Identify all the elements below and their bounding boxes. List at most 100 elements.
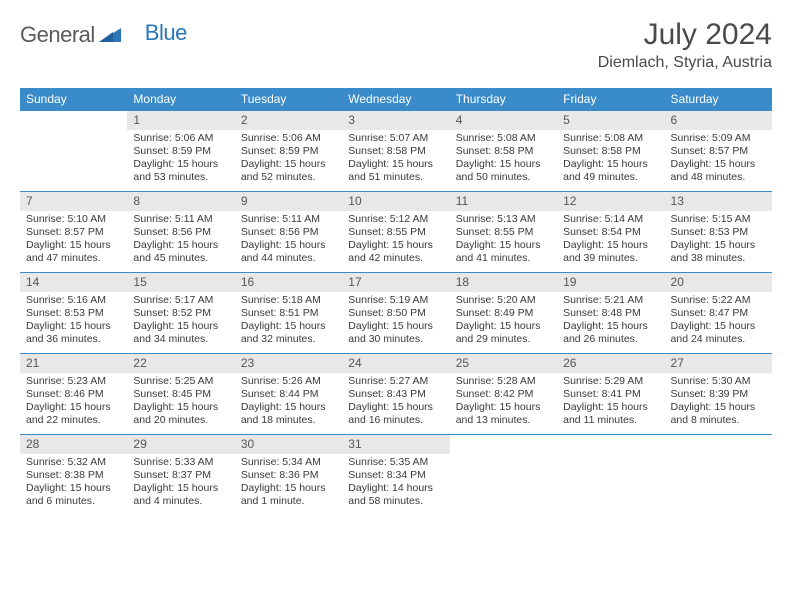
daylight-label: Daylight:: [348, 482, 389, 494]
sunrise-line: Sunrise: 5:19 AM: [348, 294, 443, 307]
cell-body: Sunrise: 5:19 AMSunset: 8:50 PMDaylight:…: [342, 292, 449, 353]
sunrise-value: 5:06 AM: [282, 132, 321, 144]
sunset-value: 8:39 PM: [709, 388, 748, 400]
sunrise-line: Sunrise: 5:20 AM: [456, 294, 551, 307]
sunrise-label: Sunrise:: [133, 294, 172, 306]
sunrise-line: Sunrise: 5:27 AM: [348, 375, 443, 388]
cell-body: Sunrise: 5:28 AMSunset: 8:42 PMDaylight:…: [450, 373, 557, 434]
sunset-line: Sunset: 8:59 PM: [241, 145, 336, 158]
day-header: Sunday: [20, 88, 127, 111]
sunset-value: 8:57 PM: [65, 226, 104, 238]
calendar: SundayMondayTuesdayWednesdayThursdayFrid…: [20, 88, 772, 515]
sunset-line: Sunset: 8:51 PM: [241, 307, 336, 320]
sunset-label: Sunset:: [563, 145, 599, 157]
sunrise-value: 5:19 AM: [390, 294, 429, 306]
sunrise-value: 5:35 AM: [390, 456, 429, 468]
sunrise-label: Sunrise:: [241, 132, 280, 144]
daylight-line: Daylight: 15 hours and 47 minutes.: [26, 239, 121, 265]
sunset-line: Sunset: 8:48 PM: [563, 307, 658, 320]
sunset-value: 8:52 PM: [172, 307, 211, 319]
daylight-label: Daylight:: [456, 401, 497, 413]
calendar-cell: 4Sunrise: 5:08 AMSunset: 8:58 PMDaylight…: [450, 111, 557, 191]
daylight-line: Daylight: 15 hours and 34 minutes.: [133, 320, 228, 346]
cell-body: Sunrise: 5:16 AMSunset: 8:53 PMDaylight:…: [20, 292, 127, 353]
sunrise-value: 5:09 AM: [712, 132, 751, 144]
sunset-line: Sunset: 8:56 PM: [133, 226, 228, 239]
calendar-cell: 15Sunrise: 5:17 AMSunset: 8:52 PMDayligh…: [127, 273, 234, 353]
daylight-line: Daylight: 15 hours and 8 minutes.: [671, 401, 766, 427]
sunset-line: Sunset: 8:52 PM: [133, 307, 228, 320]
sunset-value: 8:58 PM: [387, 145, 426, 157]
cell-body: Sunrise: 5:33 AMSunset: 8:37 PMDaylight:…: [127, 454, 234, 515]
sunrise-line: Sunrise: 5:08 AM: [563, 132, 658, 145]
sunrise-value: 5:25 AM: [175, 375, 214, 387]
sunset-line: Sunset: 8:59 PM: [133, 145, 228, 158]
daylight-line: Daylight: 15 hours and 44 minutes.: [241, 239, 336, 265]
sunset-value: 8:57 PM: [709, 145, 748, 157]
day-number: 5: [557, 111, 664, 130]
sunset-label: Sunset:: [26, 226, 62, 238]
daylight-line: Daylight: 15 hours and 39 minutes.: [563, 239, 658, 265]
sunrise-value: 5:34 AM: [282, 456, 321, 468]
daylight-label: Daylight:: [456, 158, 497, 170]
sunrise-value: 5:30 AM: [712, 375, 751, 387]
daylight-line: Daylight: 15 hours and 1 minute.: [241, 482, 336, 508]
sunrise-value: 5:07 AM: [390, 132, 429, 144]
calendar-cell: 29Sunrise: 5:33 AMSunset: 8:37 PMDayligh…: [127, 435, 234, 515]
sunrise-value: 5:29 AM: [605, 375, 644, 387]
day-headers-row: SundayMondayTuesdayWednesdayThursdayFrid…: [20, 88, 772, 111]
daylight-line: Daylight: 15 hours and 20 minutes.: [133, 401, 228, 427]
sunrise-line: Sunrise: 5:06 AM: [241, 132, 336, 145]
sunrise-label: Sunrise:: [26, 456, 65, 468]
calendar-cell: 13Sunrise: 5:15 AMSunset: 8:53 PMDayligh…: [665, 192, 772, 272]
calendar-cell: 28Sunrise: 5:32 AMSunset: 8:38 PMDayligh…: [20, 435, 127, 515]
sunset-label: Sunset:: [456, 226, 492, 238]
sunset-value: 8:54 PM: [602, 226, 641, 238]
calendar-cell: 19Sunrise: 5:21 AMSunset: 8:48 PMDayligh…: [557, 273, 664, 353]
sunset-value: 8:56 PM: [279, 226, 318, 238]
daylight-label: Daylight:: [26, 239, 67, 251]
daylight-line: Daylight: 15 hours and 29 minutes.: [456, 320, 551, 346]
sunset-label: Sunset:: [348, 307, 384, 319]
cell-body: Sunrise: 5:09 AMSunset: 8:57 PMDaylight:…: [665, 130, 772, 191]
daylight-label: Daylight:: [563, 158, 604, 170]
sunrise-value: 5:28 AM: [497, 375, 536, 387]
sunset-line: Sunset: 8:53 PM: [26, 307, 121, 320]
daylight-label: Daylight:: [26, 401, 67, 413]
daylight-label: Daylight:: [241, 239, 282, 251]
cell-body: Sunrise: 5:17 AMSunset: 8:52 PMDaylight:…: [127, 292, 234, 353]
sunrise-value: 5:08 AM: [497, 132, 536, 144]
sunset-value: 8:59 PM: [279, 145, 318, 157]
daylight-label: Daylight:: [671, 158, 712, 170]
day-number: 15: [127, 273, 234, 292]
calendar-cell: 23Sunrise: 5:26 AMSunset: 8:44 PMDayligh…: [235, 354, 342, 434]
logo-text-general: General: [20, 22, 95, 48]
daylight-label: Daylight:: [133, 158, 174, 170]
day-number: [20, 111, 127, 130]
sunrise-value: 5:14 AM: [605, 213, 644, 225]
sunset-label: Sunset:: [348, 145, 384, 157]
calendar-cell: [557, 435, 664, 515]
sunset-value: 8:46 PM: [65, 388, 104, 400]
day-number: 25: [450, 354, 557, 373]
day-number: 20: [665, 273, 772, 292]
sunset-label: Sunset:: [348, 226, 384, 238]
sunrise-label: Sunrise:: [133, 213, 172, 225]
sunset-value: 8:48 PM: [602, 307, 641, 319]
sunset-line: Sunset: 8:43 PM: [348, 388, 443, 401]
sunset-label: Sunset:: [563, 307, 599, 319]
calendar-cell: 31Sunrise: 5:35 AMSunset: 8:34 PMDayligh…: [342, 435, 449, 515]
sunrise-line: Sunrise: 5:32 AM: [26, 456, 121, 469]
sunrise-label: Sunrise:: [348, 375, 387, 387]
daylight-label: Daylight:: [456, 320, 497, 332]
calendar-cell: 12Sunrise: 5:14 AMSunset: 8:54 PMDayligh…: [557, 192, 664, 272]
cell-body: Sunrise: 5:12 AMSunset: 8:55 PMDaylight:…: [342, 211, 449, 272]
sunrise-label: Sunrise:: [241, 213, 280, 225]
logo-text-blue: Blue: [145, 20, 187, 46]
sunset-value: 8:53 PM: [65, 307, 104, 319]
sunrise-label: Sunrise:: [26, 213, 65, 225]
daylight-line: Daylight: 15 hours and 36 minutes.: [26, 320, 121, 346]
sunset-value: 8:42 PM: [494, 388, 533, 400]
daylight-line: Daylight: 15 hours and 50 minutes.: [456, 158, 551, 184]
cell-body: Sunrise: 5:13 AMSunset: 8:55 PMDaylight:…: [450, 211, 557, 272]
